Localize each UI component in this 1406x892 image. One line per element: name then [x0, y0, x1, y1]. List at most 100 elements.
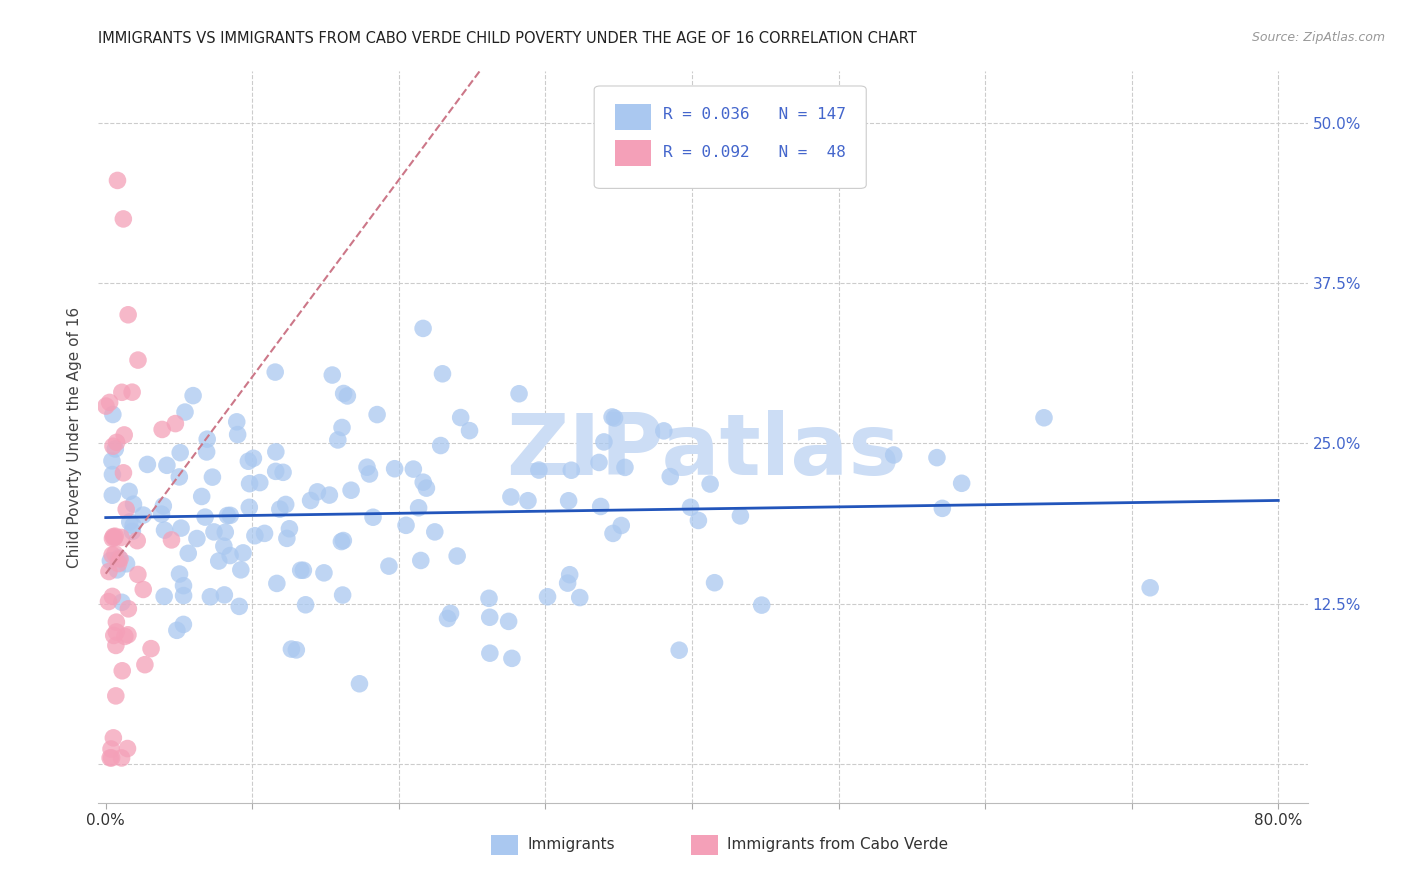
Point	[568, 591, 591, 605]
Point	[111, 664, 134, 678]
Point	[105, 435, 128, 450]
Point	[290, 563, 312, 577]
Point	[478, 610, 501, 624]
Text: Immigrants from Cabo Verde: Immigrants from Cabo Verde	[727, 837, 948, 852]
Point	[498, 615, 520, 629]
Y-axis label: Child Poverty Under the Age of 16: Child Poverty Under the Age of 16	[67, 307, 83, 567]
Point	[150, 422, 173, 436]
Point	[201, 470, 224, 484]
Point	[312, 566, 335, 580]
Point	[112, 466, 135, 480]
Point	[330, 420, 353, 434]
Point	[527, 463, 550, 477]
Point	[139, 641, 162, 656]
Point	[156, 458, 179, 473]
Point	[412, 475, 434, 490]
Point	[1139, 581, 1161, 595]
Point	[110, 751, 132, 765]
Point	[730, 508, 752, 523]
Point	[602, 526, 624, 541]
Text: R = 0.092   N =  48: R = 0.092 N = 48	[664, 145, 846, 160]
Point	[160, 533, 183, 547]
Point	[103, 731, 125, 745]
Point	[103, 530, 125, 544]
Point	[152, 499, 174, 513]
Point	[395, 518, 418, 533]
Point	[101, 488, 124, 502]
Point	[332, 588, 354, 602]
Point	[659, 469, 682, 483]
Point	[229, 563, 252, 577]
Point	[153, 523, 176, 537]
Point	[560, 463, 582, 477]
Point	[239, 476, 262, 491]
Point	[238, 500, 260, 515]
Point	[501, 651, 523, 665]
Point	[94, 399, 117, 413]
Point	[169, 567, 191, 582]
Point	[169, 445, 191, 459]
Point	[101, 532, 124, 546]
Point	[112, 428, 135, 442]
Point	[166, 624, 188, 638]
Text: Immigrants: Immigrants	[527, 837, 616, 852]
Point	[558, 567, 581, 582]
Point	[925, 450, 948, 465]
Point	[127, 353, 149, 368]
Text: ZIPatlas: ZIPatlas	[506, 410, 900, 493]
Point	[98, 751, 121, 765]
Point	[321, 368, 343, 382]
Point	[100, 751, 122, 765]
Point	[557, 576, 579, 591]
Point	[212, 539, 235, 553]
Point	[122, 497, 145, 511]
Point	[271, 466, 294, 480]
Bar	[690, 835, 717, 855]
Point	[278, 522, 301, 536]
Point	[181, 389, 204, 403]
Point	[104, 442, 127, 456]
Point	[412, 321, 434, 335]
Point	[115, 557, 138, 571]
Point	[603, 411, 626, 425]
Point	[699, 477, 721, 491]
Point	[117, 628, 139, 642]
Point	[217, 508, 239, 523]
Point	[238, 454, 260, 468]
Point	[190, 490, 212, 504]
Point	[269, 502, 291, 516]
FancyBboxPatch shape	[595, 86, 866, 188]
Point	[264, 445, 287, 459]
Point	[101, 454, 124, 468]
Point	[115, 502, 138, 516]
Point	[136, 458, 159, 472]
Point	[361, 510, 384, 524]
Point	[195, 432, 218, 446]
Point	[243, 529, 266, 543]
Point	[150, 507, 173, 521]
Point	[107, 557, 129, 571]
Point	[101, 439, 124, 453]
Point	[104, 639, 127, 653]
Point	[169, 470, 191, 484]
Point	[589, 500, 612, 514]
Point	[228, 599, 250, 614]
Point	[242, 451, 264, 466]
Point	[366, 408, 388, 422]
Point	[536, 590, 558, 604]
Point	[105, 624, 128, 639]
Point	[340, 483, 363, 498]
Point	[111, 595, 134, 609]
Point	[103, 628, 125, 642]
Point	[98, 554, 121, 568]
Point	[458, 424, 481, 438]
Point	[600, 409, 623, 424]
Point	[117, 602, 139, 616]
Point	[110, 531, 132, 545]
Point	[499, 490, 522, 504]
Point	[101, 467, 124, 482]
Point	[98, 395, 121, 409]
Point	[97, 565, 120, 579]
Point	[195, 445, 218, 459]
Point	[557, 493, 579, 508]
